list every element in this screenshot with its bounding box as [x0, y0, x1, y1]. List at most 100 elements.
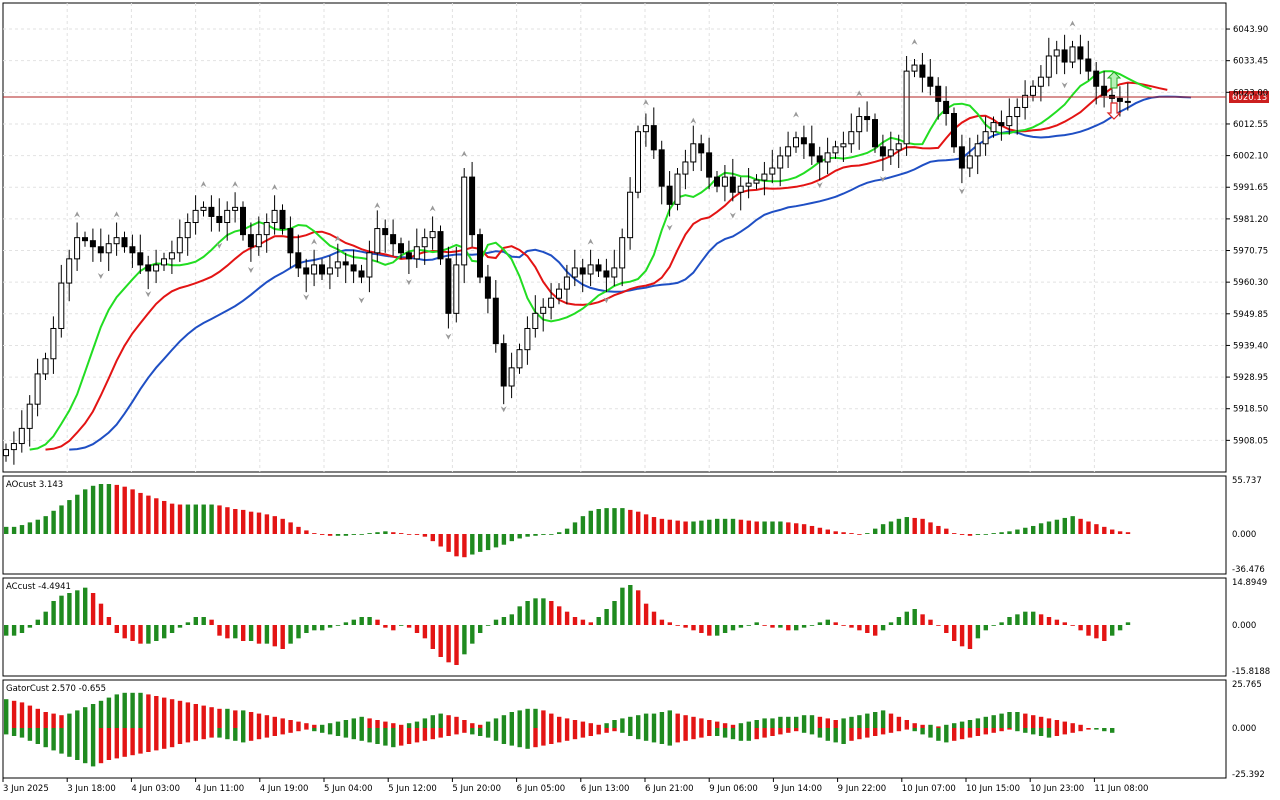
main-pane[interactable] [2, 2, 1227, 473]
time-tick-label: 5 Jun 20:00 [452, 784, 501, 794]
histogram-bar [541, 534, 546, 535]
histogram-bar [264, 728, 270, 738]
histogram-bar [296, 721, 301, 728]
candle-body [895, 143, 902, 151]
histogram-bar [414, 728, 420, 743]
histogram-bar [809, 525, 815, 534]
histogram-bar [59, 715, 64, 728]
time-tick-label: 4 Jun 03:00 [131, 784, 180, 794]
histogram-bar [399, 724, 404, 728]
histogram-bar [185, 728, 191, 743]
histogram-bar [1110, 625, 1115, 636]
current-price-tag [1229, 91, 1269, 103]
histogram-bar [762, 718, 767, 728]
histogram-bar [912, 728, 917, 732]
histogram-bar [312, 533, 317, 534]
histogram-bar [691, 716, 696, 728]
fractal-down-icon [247, 266, 254, 273]
fractal-down-icon [405, 279, 412, 286]
histogram-bar [90, 593, 96, 625]
candle-body [721, 176, 728, 187]
price-tick-label: 5939.40 [1233, 341, 1268, 351]
histogram-bar [90, 728, 96, 767]
histogram-bar [809, 728, 815, 735]
histogram-bar [675, 728, 680, 743]
histogram-bar [920, 614, 925, 625]
histogram-bar [643, 713, 649, 728]
histogram-bar [304, 625, 309, 633]
histogram-bar [888, 622, 894, 625]
candle-body [3, 449, 9, 457]
histogram-bar [320, 534, 325, 535]
histogram-bar [675, 625, 680, 626]
histogram-bar [430, 715, 435, 728]
histogram-bar [367, 533, 372, 534]
histogram-bar [320, 724, 325, 728]
candle-body [532, 312, 539, 329]
histogram-bar [288, 728, 293, 733]
histogram-bar [833, 531, 838, 534]
histogram-bar [525, 601, 530, 625]
histogram-bar [509, 534, 514, 542]
histogram-bar [809, 625, 815, 626]
candle-body [903, 70, 910, 145]
histogram-bar [335, 625, 341, 626]
histogram-bar [841, 532, 846, 534]
histogram-bar [857, 534, 862, 535]
histogram-bar [438, 728, 443, 738]
histogram-bar [612, 508, 617, 534]
histogram-bar [493, 718, 499, 728]
candle-body [97, 246, 104, 254]
candle-body [358, 270, 365, 278]
ac-pane[interactable] [2, 577, 1227, 677]
histogram-bar [359, 534, 364, 535]
histogram-bar [778, 728, 783, 735]
histogram-bar [225, 708, 230, 728]
histogram-bar [952, 728, 957, 741]
histogram-bar [762, 728, 767, 738]
histogram-bar [817, 622, 823, 625]
histogram-bar [707, 728, 712, 736]
price-tick-label: 5908.05 [1233, 436, 1268, 446]
histogram-bar [636, 728, 641, 740]
histogram-bar [177, 504, 183, 534]
histogram-bar [730, 728, 736, 740]
candle-body [200, 206, 207, 211]
histogram-bar [880, 728, 886, 735]
histogram-bar [817, 728, 823, 738]
ao-label: AOcust 3.143 [6, 480, 63, 490]
histogram-bar [778, 521, 783, 534]
histogram-bar [422, 718, 428, 728]
histogram-bar [462, 534, 467, 558]
fractal-down-icon [666, 224, 673, 231]
histogram-bar [628, 728, 633, 736]
histogram-bar [280, 625, 285, 649]
histogram-bar [233, 710, 238, 728]
histogram-bar [367, 718, 372, 728]
histogram-bar [27, 625, 33, 628]
histogram-bar [967, 720, 973, 728]
histogram-bar [327, 625, 333, 628]
histogram-bar [580, 516, 586, 534]
price-tick-label: 5928.95 [1233, 373, 1268, 383]
time-tick-label: 6 Jun 05:00 [517, 784, 566, 794]
histogram-bar [967, 728, 973, 738]
histogram-bar [825, 619, 830, 625]
histogram-bar [169, 699, 175, 728]
candle-body [421, 237, 428, 248]
histogram-bar [485, 721, 491, 728]
histogram-bar [983, 728, 988, 735]
histogram-bar [904, 611, 909, 625]
price-tick-label: 6012.55 [1233, 120, 1268, 130]
candle-body [603, 270, 610, 278]
histogram-bar [628, 585, 633, 625]
histogram-bar [406, 723, 412, 728]
histogram-bar [304, 530, 309, 534]
histogram-bar [4, 699, 9, 728]
histogram-bar [636, 715, 641, 728]
candle-body [848, 131, 855, 145]
histogram-bar [580, 721, 586, 728]
histogram-bar [920, 724, 925, 728]
histogram-bar [75, 710, 80, 728]
